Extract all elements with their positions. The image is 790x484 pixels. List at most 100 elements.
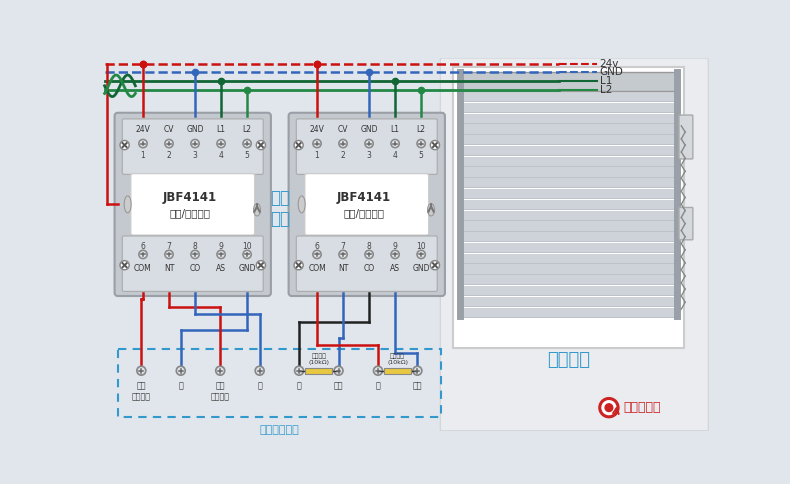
FancyBboxPatch shape	[460, 135, 677, 144]
Circle shape	[216, 366, 225, 375]
Text: 10: 10	[416, 242, 426, 251]
FancyBboxPatch shape	[460, 211, 677, 220]
FancyBboxPatch shape	[460, 146, 677, 155]
Text: GND: GND	[186, 125, 204, 134]
Circle shape	[365, 250, 374, 258]
FancyBboxPatch shape	[305, 174, 429, 235]
FancyBboxPatch shape	[384, 368, 412, 374]
Text: 终端电阔
(10kΩ): 终端电阔 (10kΩ)	[308, 353, 329, 364]
Text: CO: CO	[190, 264, 201, 272]
Text: GND: GND	[600, 67, 623, 77]
Circle shape	[256, 140, 265, 150]
Circle shape	[419, 141, 423, 146]
FancyBboxPatch shape	[460, 167, 677, 177]
Circle shape	[413, 366, 422, 375]
Text: L1: L1	[390, 125, 400, 134]
Text: CO: CO	[363, 264, 374, 272]
Text: 6: 6	[314, 242, 319, 251]
Circle shape	[295, 366, 303, 375]
Text: 中: 中	[297, 381, 302, 391]
Circle shape	[294, 260, 303, 270]
Text: 1: 1	[141, 151, 145, 160]
FancyBboxPatch shape	[679, 115, 693, 159]
Circle shape	[138, 368, 145, 374]
FancyBboxPatch shape	[460, 254, 677, 263]
Circle shape	[219, 141, 224, 146]
Circle shape	[257, 368, 262, 374]
FancyBboxPatch shape	[115, 113, 271, 296]
Circle shape	[340, 252, 346, 257]
Text: 终端电阔
(10kΩ): 终端电阔 (10kΩ)	[387, 353, 408, 364]
Circle shape	[367, 252, 372, 257]
FancyBboxPatch shape	[460, 232, 677, 242]
Circle shape	[602, 401, 616, 415]
Circle shape	[176, 366, 186, 375]
Circle shape	[122, 142, 128, 148]
Text: 2: 2	[167, 151, 171, 160]
Ellipse shape	[299, 196, 305, 213]
FancyBboxPatch shape	[440, 58, 709, 431]
Circle shape	[336, 368, 341, 374]
Text: 4: 4	[219, 151, 224, 160]
Text: GND: GND	[239, 264, 256, 272]
FancyBboxPatch shape	[460, 200, 677, 209]
Text: GND: GND	[360, 125, 378, 134]
Circle shape	[137, 366, 146, 375]
Text: CV: CV	[338, 125, 348, 134]
FancyBboxPatch shape	[460, 275, 677, 285]
Circle shape	[255, 366, 265, 375]
Text: AS: AS	[390, 264, 400, 272]
Text: 7: 7	[167, 242, 171, 251]
Circle shape	[216, 139, 225, 148]
Circle shape	[419, 252, 423, 257]
Circle shape	[431, 140, 439, 150]
Circle shape	[339, 139, 348, 148]
FancyBboxPatch shape	[122, 119, 263, 174]
FancyBboxPatch shape	[305, 368, 333, 374]
Circle shape	[375, 368, 381, 374]
Circle shape	[139, 250, 147, 258]
Circle shape	[243, 139, 251, 148]
Circle shape	[313, 250, 322, 258]
Circle shape	[178, 368, 183, 374]
Circle shape	[605, 404, 613, 411]
FancyBboxPatch shape	[460, 286, 677, 295]
FancyBboxPatch shape	[459, 72, 679, 91]
Text: JBF4141: JBF4141	[337, 191, 391, 204]
Text: 感烟
动作输入: 感烟 动作输入	[132, 381, 151, 401]
Circle shape	[374, 366, 382, 375]
Text: 24V: 24V	[310, 125, 325, 134]
Circle shape	[244, 141, 250, 146]
Circle shape	[167, 252, 171, 257]
Text: 卷帘门控制器: 卷帘门控制器	[259, 424, 299, 435]
Circle shape	[314, 141, 320, 146]
Circle shape	[243, 250, 251, 258]
Circle shape	[295, 142, 302, 148]
FancyBboxPatch shape	[460, 178, 677, 187]
Text: 地: 地	[258, 381, 262, 391]
Text: NT: NT	[338, 264, 348, 272]
Circle shape	[165, 139, 173, 148]
Text: JBF4141: JBF4141	[163, 191, 216, 204]
Circle shape	[167, 141, 171, 146]
Circle shape	[141, 141, 145, 146]
Text: 3: 3	[193, 151, 198, 160]
Circle shape	[295, 262, 302, 268]
Circle shape	[417, 139, 425, 148]
Text: 公共: 公共	[412, 381, 422, 391]
Text: 9: 9	[393, 242, 397, 251]
Circle shape	[367, 141, 372, 146]
Ellipse shape	[427, 204, 435, 216]
Text: GND: GND	[412, 264, 430, 272]
Circle shape	[296, 368, 302, 374]
Text: 防火卷帘: 防火卷帘	[547, 351, 590, 369]
Circle shape	[294, 140, 303, 150]
Text: CV: CV	[164, 125, 175, 134]
Text: 2: 2	[340, 151, 345, 160]
Circle shape	[340, 141, 346, 146]
Circle shape	[417, 250, 425, 258]
Circle shape	[432, 142, 438, 148]
Circle shape	[244, 252, 250, 257]
Text: 5: 5	[419, 151, 423, 160]
Text: 消防百事通: 消防百事通	[623, 401, 661, 414]
